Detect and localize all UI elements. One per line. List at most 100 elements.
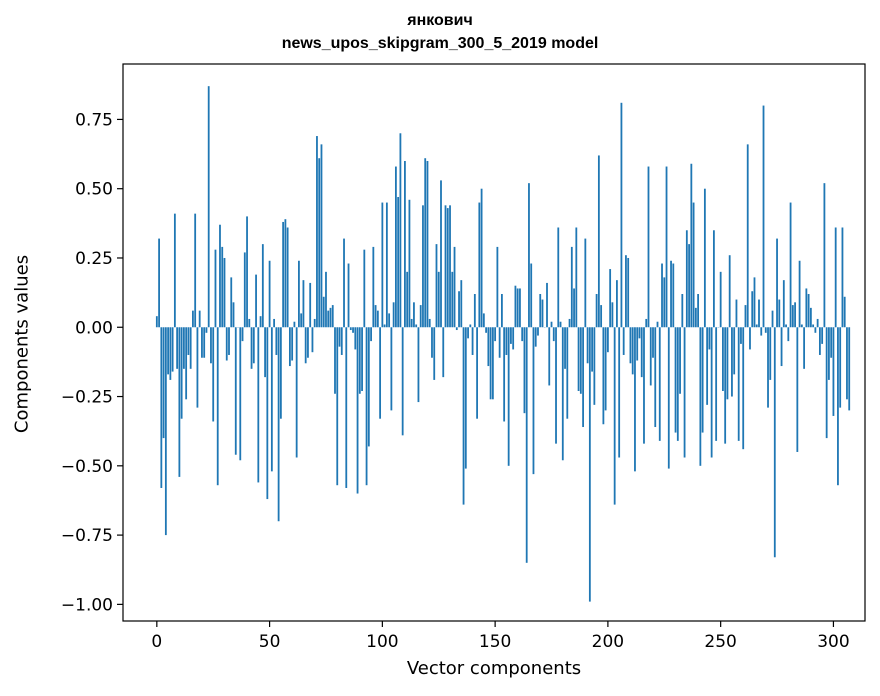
bar	[415, 324, 418, 328]
bar	[155, 316, 158, 328]
bar	[327, 310, 330, 328]
bar	[322, 296, 325, 328]
bar	[189, 327, 192, 369]
bar	[266, 327, 269, 500]
y-axis-label: Components values	[11, 254, 33, 434]
bar	[672, 263, 675, 328]
bar	[340, 327, 343, 355]
x-tick-label: 50	[259, 632, 281, 652]
bar	[392, 302, 395, 328]
bar	[485, 327, 488, 333]
bar	[740, 327, 742, 344]
bar	[566, 327, 569, 419]
bar	[216, 327, 219, 486]
bar	[665, 166, 668, 328]
bar	[325, 271, 327, 328]
bar	[192, 310, 194, 328]
bar	[194, 213, 197, 328]
bar	[198, 310, 201, 328]
bar	[232, 302, 235, 328]
y-tick-label: 0.00	[75, 318, 113, 338]
y-tick-label: 0.75	[75, 110, 113, 130]
bar	[489, 327, 492, 400]
bar	[846, 327, 848, 400]
bar	[394, 166, 397, 328]
bar	[807, 294, 810, 328]
bar	[701, 327, 704, 433]
bar	[491, 327, 494, 400]
bar	[552, 327, 555, 342]
bar	[201, 327, 203, 358]
bar	[404, 160, 406, 328]
x-tick-label: 150	[479, 632, 511, 652]
bar	[848, 327, 851, 411]
bar	[577, 327, 580, 391]
bar	[591, 327, 594, 372]
bar	[451, 271, 454, 328]
bar	[516, 288, 519, 328]
bar	[634, 327, 636, 472]
bar	[670, 260, 672, 328]
chart-subtitle: news_upos_skipgram_300_5_2019 model	[281, 35, 599, 52]
bar	[440, 180, 442, 328]
y-tick-label: −0.50	[61, 457, 113, 477]
x-tick-label: 300	[817, 632, 849, 652]
bar	[514, 285, 517, 328]
bar	[758, 299, 760, 328]
bar	[510, 327, 512, 344]
bar	[158, 238, 160, 328]
bar	[444, 205, 447, 328]
bar	[776, 238, 778, 328]
bar	[203, 327, 206, 358]
bar	[676, 327, 679, 441]
bar	[417, 327, 420, 403]
bar	[715, 327, 718, 441]
bar	[284, 219, 287, 328]
bar	[523, 327, 526, 414]
bar	[334, 327, 336, 394]
y-tick-label: −0.75	[61, 526, 113, 546]
bar	[288, 327, 291, 367]
bar	[708, 327, 711, 350]
bar	[243, 252, 246, 328]
bar	[505, 327, 508, 355]
bar	[160, 327, 163, 488]
bar	[800, 324, 803, 328]
bar	[782, 280, 785, 328]
bar	[631, 327, 634, 375]
bar	[268, 260, 271, 328]
bar	[176, 327, 179, 369]
bar	[771, 310, 774, 328]
bar	[760, 327, 763, 336]
bar	[525, 327, 528, 563]
bar	[658, 327, 661, 441]
bar	[787, 327, 790, 342]
bar	[182, 327, 185, 369]
bar	[210, 327, 212, 364]
bar	[706, 327, 709, 405]
bar	[697, 294, 700, 328]
bar	[722, 327, 724, 391]
bar	[316, 136, 318, 328]
bar	[789, 202, 792, 328]
bar	[185, 327, 188, 400]
x-tick-label: 0	[151, 632, 162, 652]
bar	[519, 288, 521, 328]
bar	[214, 249, 217, 328]
bar	[388, 313, 391, 328]
bar	[588, 327, 591, 602]
bar	[381, 202, 384, 328]
bar	[521, 327, 524, 342]
bar	[455, 327, 458, 331]
bar	[498, 327, 501, 358]
bar	[602, 327, 605, 425]
bar	[839, 327, 842, 408]
bar	[735, 299, 738, 328]
bar	[219, 224, 221, 328]
bar	[832, 327, 835, 416]
bar	[830, 327, 833, 358]
bar	[482, 313, 485, 328]
bar	[570, 246, 573, 328]
bar	[356, 327, 359, 494]
